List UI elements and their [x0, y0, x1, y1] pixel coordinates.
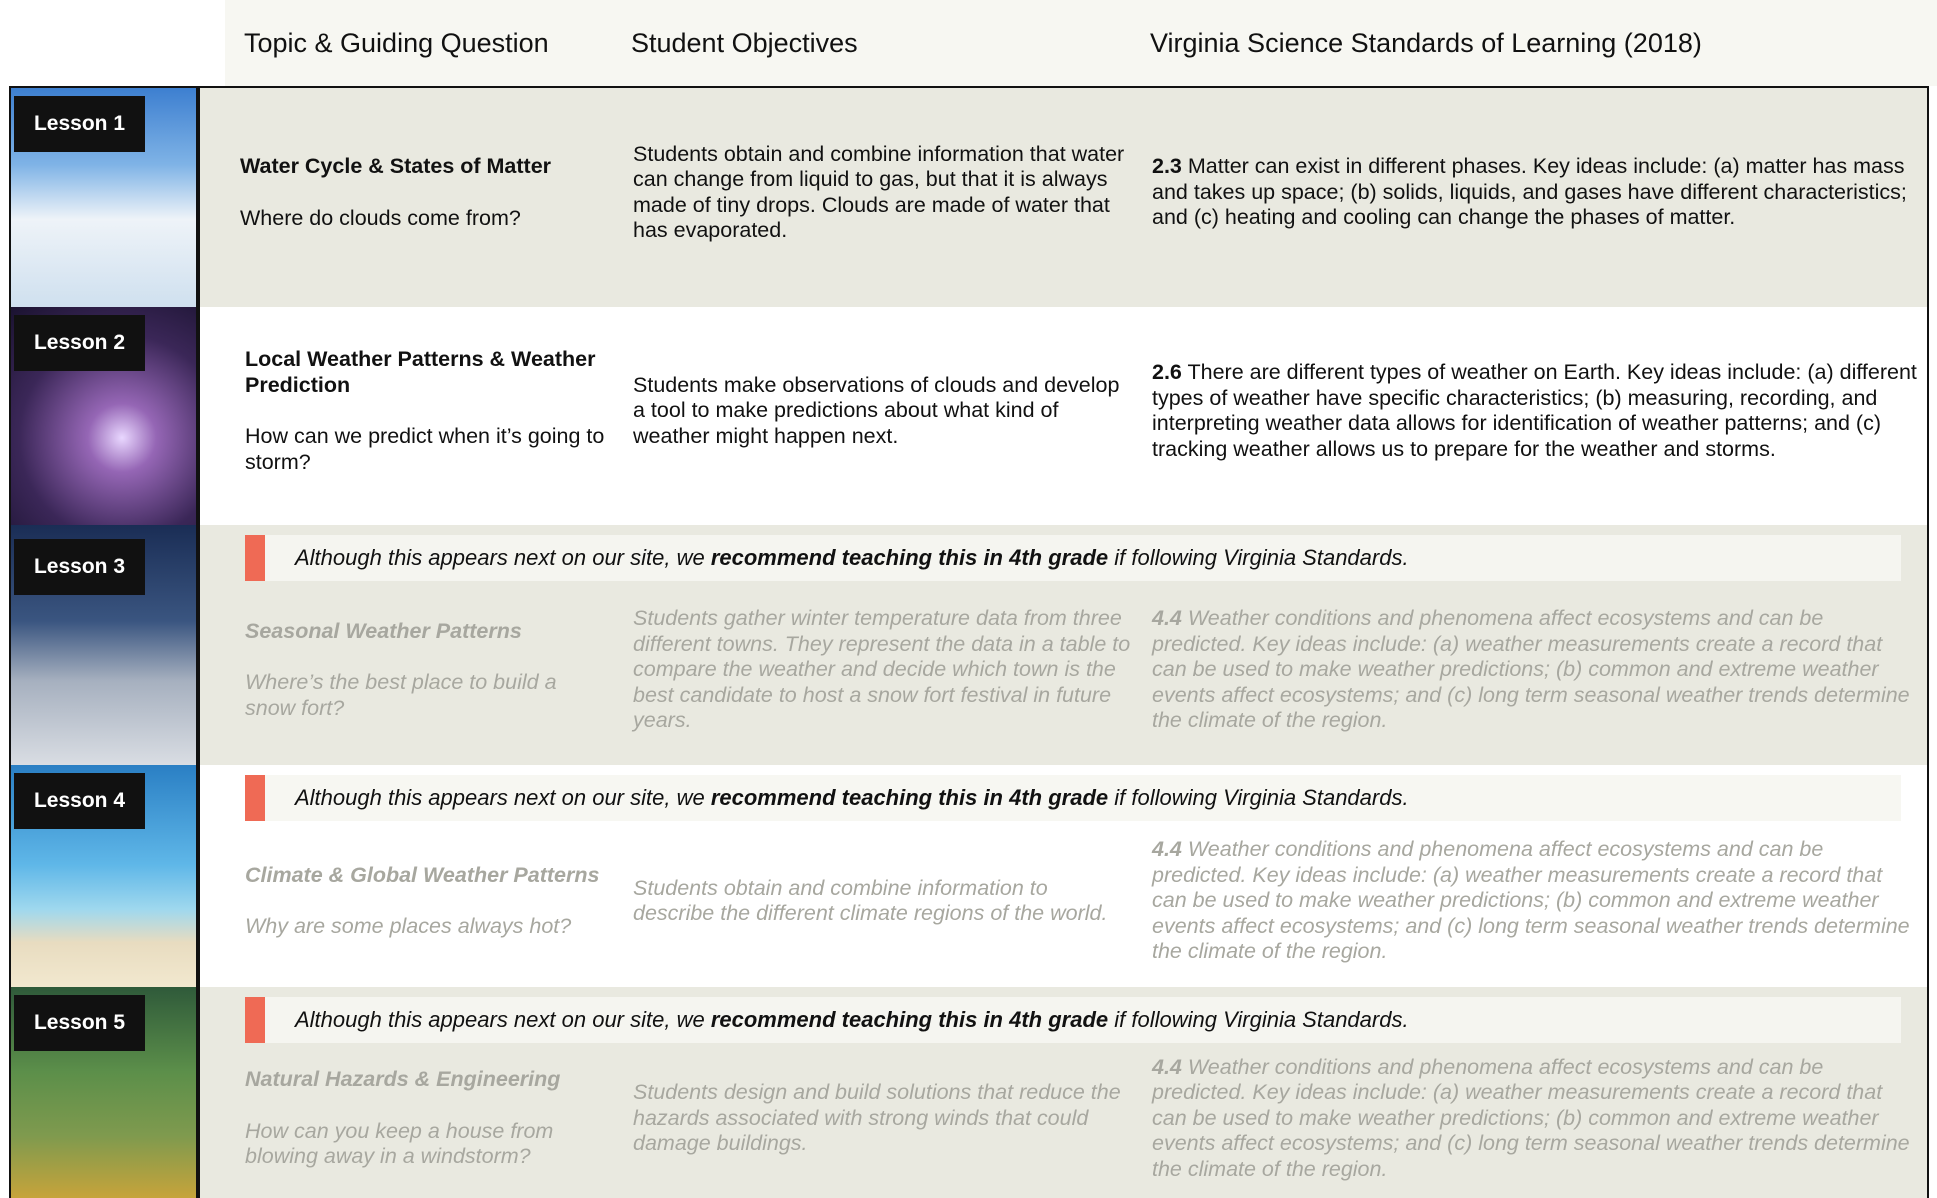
guiding-question: Where’s the best place to build a snow f…	[245, 670, 557, 720]
standard-text: Weather conditions and phenomena affect …	[1152, 1054, 1910, 1181]
notice-bar	[245, 775, 265, 821]
lesson-row: Lesson 4 Although this appears next on ou…	[11, 765, 1927, 987]
header-cell: Topic & Guiding Question	[244, 28, 549, 58]
standard-text: Matter can exist in different phases. Ke…	[1152, 154, 1907, 230]
standard-text: There are different types of weather on …	[1152, 360, 1917, 461]
topic-title: Climate & Global Weather Patterns	[245, 862, 600, 887]
notice-text: Although this appears next on our site, …	[295, 997, 1409, 1043]
guiding-question: How can you keep a house from blowing aw…	[245, 1118, 554, 1169]
notice-bar	[245, 997, 265, 1043]
lesson-table: Lesson 1 Water Cycle & States of Matter Wh…	[9, 86, 1929, 1198]
header-cell: Student Objectives	[631, 28, 858, 58]
lesson-row: Lesson 2 Local Weather Patterns & Weather…	[11, 307, 1927, 525]
topic-cell: Natural Hazards & Engineering How can you…	[245, 1047, 605, 1190]
topic-title: Local Weather Patterns & Weather Predict…	[245, 347, 596, 397]
notice-text: Although this appears next on our site, …	[295, 535, 1409, 581]
standard-cell: 4.4 Weather conditions and phenomena aff…	[1152, 1047, 1922, 1190]
objectives-text: Students make observations of clouds and…	[633, 372, 1120, 448]
notice-text-bold: recommend teaching this in 4th grade	[710, 1007, 1109, 1032]
standard-cell: 4.4 Weather conditions and phenomena aff…	[1152, 585, 1922, 755]
standard-cell: 2.3 Matter can exist in different phases…	[1152, 88, 1922, 297]
objectives-text: Students obtain and combine information …	[633, 875, 1108, 926]
objectives-cell: Students obtain and combine information …	[633, 88, 1133, 297]
notice-text: Although this appears next on our site, …	[295, 775, 1409, 821]
objectives-text: Students design and build solutions that…	[633, 1080, 1121, 1156]
lesson-row: Lesson 3 Although this appears next on ou…	[11, 525, 1927, 765]
notice-text-before: Although this appears next on our site, …	[295, 1007, 705, 1032]
notice-banner: Although this appears next on our site, …	[245, 535, 1901, 581]
objectives-cell: Students make observations of clouds and…	[633, 307, 1133, 515]
standard-text-block: 2.3 Matter can exist in different phases…	[1152, 154, 1922, 231]
standard-code: 4.4	[1152, 1054, 1182, 1079]
notice-text-after: if following Virginia Standards.	[1114, 785, 1409, 810]
notice-text-before: Although this appears next on our site, …	[295, 785, 705, 810]
guiding-question: How can we predict when it’s going to st…	[245, 424, 605, 474]
lesson-label: Lesson 5	[14, 995, 145, 1051]
topic-cell: Climate & Global Weather Patterns Why are…	[245, 825, 605, 977]
standard-code: 2.6	[1152, 360, 1182, 384]
topic-title: Natural Hazards & Engineering	[245, 1067, 561, 1092]
topic-cell: Seasonal Weather Patterns Where’s the bes…	[245, 585, 605, 755]
topic-title: Seasonal Weather Patterns	[245, 618, 522, 643]
notice-bar	[245, 535, 265, 581]
lesson-image: Lesson 1	[11, 88, 200, 307]
lesson-row: Lesson 1 Water Cycle & States of Matter Wh…	[11, 88, 1927, 307]
lesson-label: Lesson 2	[14, 315, 145, 371]
standard-text-block: 2.6 There are different types of weather…	[1152, 360, 1922, 462]
notice-banner: Although this appears next on our site, …	[245, 775, 1901, 821]
header: Topic & Guiding Question Student Objecti…	[225, 0, 1937, 86]
notice-text-after: if following Virginia Standards.	[1114, 1007, 1409, 1032]
topic-cell: Water Cycle & States of Matter Where do c…	[240, 88, 600, 297]
topic-title: Water Cycle & States of Matter	[240, 154, 552, 178]
notice-banner: Although this appears next on our site, …	[245, 997, 1901, 1043]
standard-text: Weather conditions and phenomena affect …	[1152, 837, 1910, 964]
objectives-text: Students gather winter temperature data …	[633, 606, 1131, 733]
objectives-cell: Students design and build solutions that…	[633, 1047, 1133, 1190]
lesson-label: Lesson 1	[14, 96, 145, 152]
standard-text: Weather conditions and phenomena affect …	[1152, 606, 1910, 733]
lesson-image: Lesson 3	[11, 525, 200, 765]
guiding-question: Why are some places always hot?	[245, 914, 572, 938]
notice-text-after: if following Virginia Standards.	[1114, 545, 1409, 570]
notice-text-bold: recommend teaching this in 4th grade	[710, 545, 1109, 570]
objectives-text: Students obtain and combine information …	[633, 141, 1125, 243]
notice-text-bold: recommend teaching this in 4th grade	[710, 785, 1109, 810]
standard-text-block: 4.4 Weather conditions and phenomena aff…	[1152, 1055, 1922, 1183]
standard-code: 2.3	[1152, 154, 1182, 179]
standard-cell: 4.4 Weather conditions and phenomena aff…	[1152, 825, 1922, 977]
lesson-image: Lesson 4	[11, 765, 200, 987]
topic-cell: Local Weather Patterns & Weather Predict…	[245, 307, 605, 515]
standard-code: 4.4	[1152, 837, 1182, 862]
lesson-image: Lesson 2	[11, 307, 200, 525]
standard-text-block: 4.4 Weather conditions and phenomena aff…	[1152, 606, 1922, 734]
header-cell: Virginia Science Standards of Learning (…	[1150, 28, 1702, 58]
objectives-cell: Students obtain and combine information …	[633, 825, 1133, 977]
lesson-label: Lesson 3	[14, 539, 145, 595]
objectives-cell: Students gather winter temperature data …	[633, 585, 1133, 755]
lesson-image: Lesson 5	[11, 987, 200, 1198]
lesson-label: Lesson 4	[14, 773, 145, 829]
lesson-row: Lesson 5 Although this appears next on ou…	[11, 987, 1927, 1198]
standard-code: 4.4	[1152, 606, 1182, 631]
standard-text-block: 4.4 Weather conditions and phenomena aff…	[1152, 837, 1922, 965]
guiding-question: Where do clouds come from?	[240, 205, 521, 230]
notice-text-before: Although this appears next on our site, …	[295, 545, 705, 570]
standard-cell: 2.6 There are different types of weather…	[1152, 307, 1922, 515]
